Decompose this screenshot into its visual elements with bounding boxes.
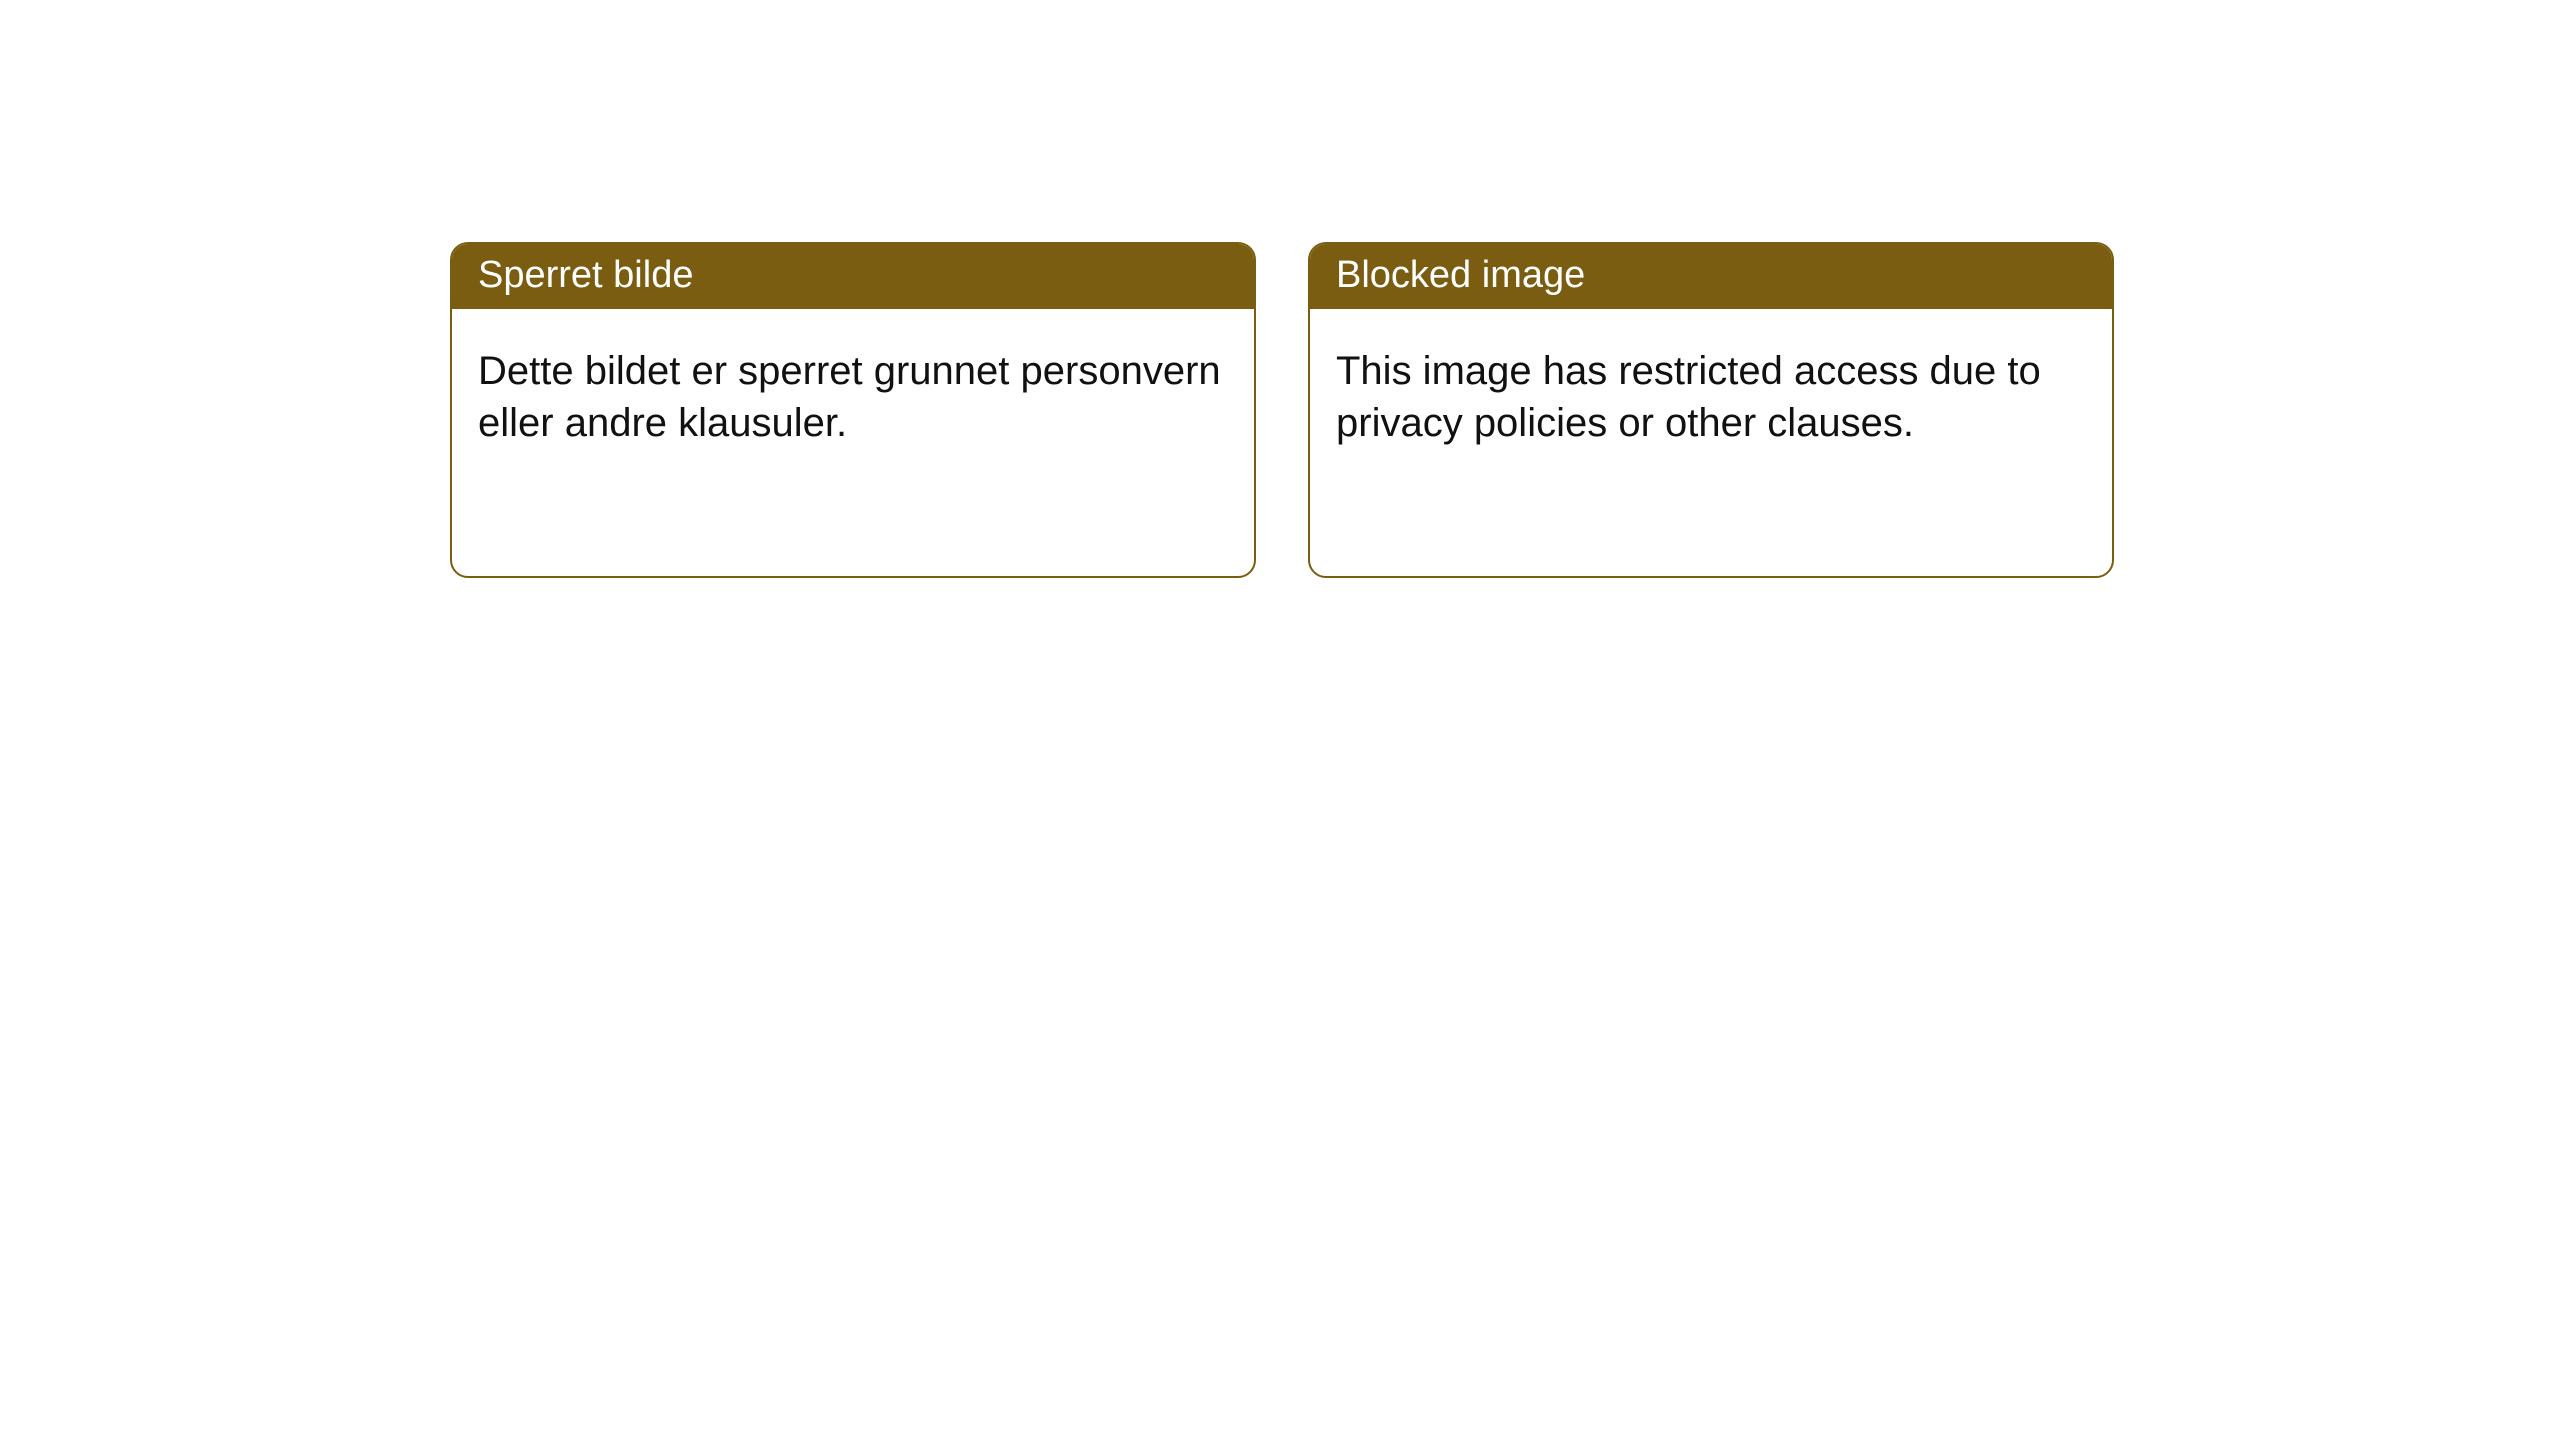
notice-text: This image has restricted access due to … bbox=[1336, 349, 2041, 445]
notice-header: Sperret bilde bbox=[452, 244, 1254, 309]
notice-header: Blocked image bbox=[1310, 244, 2112, 309]
notice-container: Sperret bilde Dette bildet er sperret gr… bbox=[450, 242, 2114, 578]
notice-card-english: Blocked image This image has restricted … bbox=[1308, 242, 2114, 578]
notice-title: Sperret bilde bbox=[478, 254, 693, 296]
notice-text: Dette bildet er sperret grunnet personve… bbox=[478, 349, 1221, 445]
notice-card-norwegian: Sperret bilde Dette bildet er sperret gr… bbox=[450, 242, 1256, 578]
notice-title: Blocked image bbox=[1336, 254, 1585, 296]
notice-body: This image has restricted access due to … bbox=[1310, 309, 2112, 485]
notice-body: Dette bildet er sperret grunnet personve… bbox=[452, 309, 1254, 485]
